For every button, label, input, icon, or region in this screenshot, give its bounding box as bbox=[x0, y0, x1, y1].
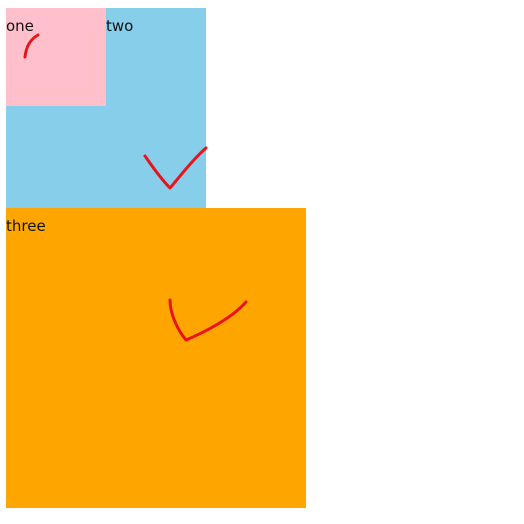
box-three-label: three bbox=[6, 217, 46, 235]
box-one-label: one bbox=[6, 17, 34, 35]
box-one: one bbox=[6, 8, 106, 106]
box-two-label: two bbox=[106, 17, 134, 35]
box-three: three bbox=[6, 208, 306, 508]
